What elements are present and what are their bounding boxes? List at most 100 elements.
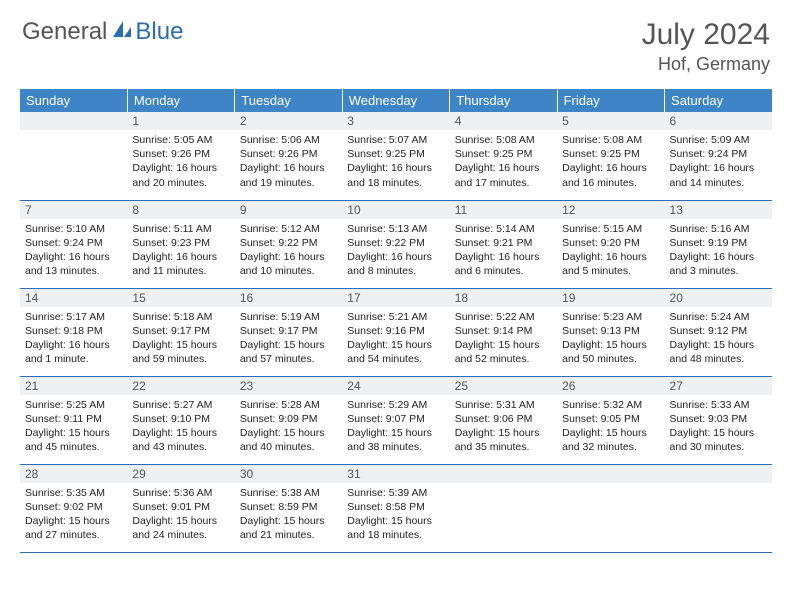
day-number: 6 — [665, 112, 772, 130]
day-details: Sunrise: 5:36 AMSunset: 9:01 PMDaylight:… — [127, 483, 234, 547]
weekday-header: Sunday — [20, 89, 127, 112]
sunset-text: Sunset: 9:22 PM — [240, 236, 337, 250]
calendar-day-cell: 31Sunrise: 5:39 AMSunset: 8:58 PMDayligh… — [342, 464, 449, 552]
day-details: Sunrise: 5:05 AMSunset: 9:26 PMDaylight:… — [127, 130, 234, 194]
weekday-header: Friday — [557, 89, 664, 112]
calendar-day-cell: 14Sunrise: 5:17 AMSunset: 9:18 PMDayligh… — [20, 288, 127, 376]
calendar-day-cell: 16Sunrise: 5:19 AMSunset: 9:17 PMDayligh… — [235, 288, 342, 376]
day-number: 30 — [235, 465, 342, 483]
sunset-text: Sunset: 9:02 PM — [25, 500, 122, 514]
daylight-text-2: and 38 minutes. — [347, 440, 444, 454]
weekday-header: Tuesday — [235, 89, 342, 112]
day-number: 24 — [342, 377, 449, 395]
daylight-text-2: and 30 minutes. — [670, 440, 767, 454]
sunset-text: Sunset: 9:18 PM — [25, 324, 122, 338]
sunrise-text: Sunrise: 5:12 AM — [240, 222, 337, 236]
day-number: 14 — [20, 289, 127, 307]
sunset-text: Sunset: 9:17 PM — [132, 324, 229, 338]
daylight-text-1: Daylight: 15 hours — [455, 338, 552, 352]
daylight-text-1: Daylight: 16 hours — [670, 250, 767, 264]
sunset-text: Sunset: 8:58 PM — [347, 500, 444, 514]
sunset-text: Sunset: 9:11 PM — [25, 412, 122, 426]
daylight-text-1: Daylight: 15 hours — [562, 338, 659, 352]
logo: General Blue — [22, 18, 183, 46]
daylight-text-1: Daylight: 16 hours — [25, 338, 122, 352]
calendar-day-cell: 29Sunrise: 5:36 AMSunset: 9:01 PMDayligh… — [127, 464, 234, 552]
daylight-text-2: and 32 minutes. — [562, 440, 659, 454]
sunrise-text: Sunrise: 5:15 AM — [562, 222, 659, 236]
sunset-text: Sunset: 9:26 PM — [132, 147, 229, 161]
calendar-day-cell: 25Sunrise: 5:31 AMSunset: 9:06 PMDayligh… — [450, 376, 557, 464]
daylight-text-2: and 18 minutes. — [347, 528, 444, 542]
sunset-text: Sunset: 9:05 PM — [562, 412, 659, 426]
day-details: Sunrise: 5:31 AMSunset: 9:06 PMDaylight:… — [450, 395, 557, 459]
logo-sail-icon — [111, 19, 133, 46]
daylight-text-1: Daylight: 15 hours — [347, 514, 444, 528]
weekday-header: Wednesday — [342, 89, 449, 112]
weekday-header: Saturday — [665, 89, 772, 112]
day-details: Sunrise: 5:13 AMSunset: 9:22 PMDaylight:… — [342, 219, 449, 283]
sunrise-text: Sunrise: 5:14 AM — [455, 222, 552, 236]
day-number: 20 — [665, 289, 772, 307]
calendar-day-cell: 3Sunrise: 5:07 AMSunset: 9:25 PMDaylight… — [342, 112, 449, 200]
sunset-text: Sunset: 9:19 PM — [670, 236, 767, 250]
weekday-header: Thursday — [450, 89, 557, 112]
calendar-day-cell: 8Sunrise: 5:11 AMSunset: 9:23 PMDaylight… — [127, 200, 234, 288]
calendar-day-cell: 12Sunrise: 5:15 AMSunset: 9:20 PMDayligh… — [557, 200, 664, 288]
day-number: 9 — [235, 201, 342, 219]
location-label: Hof, Germany — [642, 54, 770, 75]
calendar-body: 1Sunrise: 5:05 AMSunset: 9:26 PMDaylight… — [20, 112, 772, 552]
day-number: 15 — [127, 289, 234, 307]
day-details: Sunrise: 5:17 AMSunset: 9:18 PMDaylight:… — [20, 307, 127, 371]
calendar-week-row: 28Sunrise: 5:35 AMSunset: 9:02 PMDayligh… — [20, 464, 772, 552]
sunrise-text: Sunrise: 5:39 AM — [347, 486, 444, 500]
weekday-header-row: SundayMondayTuesdayWednesdayThursdayFrid… — [20, 89, 772, 112]
calendar-day-cell: 4Sunrise: 5:08 AMSunset: 9:25 PMDaylight… — [450, 112, 557, 200]
daylight-text-1: Daylight: 15 hours — [455, 426, 552, 440]
daylight-text-1: Daylight: 15 hours — [132, 514, 229, 528]
daylight-text-2: and 52 minutes. — [455, 352, 552, 366]
sunrise-text: Sunrise: 5:24 AM — [670, 310, 767, 324]
daylight-text-2: and 14 minutes. — [670, 176, 767, 190]
calendar-day-cell — [20, 112, 127, 200]
logo-text-blue: Blue — [135, 18, 183, 46]
sunset-text: Sunset: 9:01 PM — [132, 500, 229, 514]
day-number: 7 — [20, 201, 127, 219]
daylight-text-2: and 8 minutes. — [347, 264, 444, 278]
calendar-day-cell: 11Sunrise: 5:14 AMSunset: 9:21 PMDayligh… — [450, 200, 557, 288]
day-number: 29 — [127, 465, 234, 483]
daylight-text-2: and 45 minutes. — [25, 440, 122, 454]
day-details: Sunrise: 5:08 AMSunset: 9:25 PMDaylight:… — [557, 130, 664, 194]
day-details: Sunrise: 5:35 AMSunset: 9:02 PMDaylight:… — [20, 483, 127, 547]
day-number: 4 — [450, 112, 557, 130]
daylight-text-2: and 17 minutes. — [455, 176, 552, 190]
calendar-day-cell: 26Sunrise: 5:32 AMSunset: 9:05 PMDayligh… — [557, 376, 664, 464]
sunrise-text: Sunrise: 5:35 AM — [25, 486, 122, 500]
sunrise-text: Sunrise: 5:17 AM — [25, 310, 122, 324]
calendar-day-cell: 18Sunrise: 5:22 AMSunset: 9:14 PMDayligh… — [450, 288, 557, 376]
day-details: Sunrise: 5:10 AMSunset: 9:24 PMDaylight:… — [20, 219, 127, 283]
day-details: Sunrise: 5:09 AMSunset: 9:24 PMDaylight:… — [665, 130, 772, 194]
sunset-text: Sunset: 9:10 PM — [132, 412, 229, 426]
sunrise-text: Sunrise: 5:36 AM — [132, 486, 229, 500]
daylight-text-2: and 20 minutes. — [132, 176, 229, 190]
daylight-text-2: and 10 minutes. — [240, 264, 337, 278]
day-details: Sunrise: 5:21 AMSunset: 9:16 PMDaylight:… — [342, 307, 449, 371]
daylight-text-1: Daylight: 15 hours — [240, 426, 337, 440]
daylight-text-2: and 6 minutes. — [455, 264, 552, 278]
day-details: Sunrise: 5:24 AMSunset: 9:12 PMDaylight:… — [665, 307, 772, 371]
daylight-text-2: and 35 minutes. — [455, 440, 552, 454]
sunrise-text: Sunrise: 5:25 AM — [25, 398, 122, 412]
daylight-text-1: Daylight: 16 hours — [455, 250, 552, 264]
day-details: Sunrise: 5:18 AMSunset: 9:17 PMDaylight:… — [127, 307, 234, 371]
daylight-text-1: Daylight: 15 hours — [132, 338, 229, 352]
calendar-day-cell: 9Sunrise: 5:12 AMSunset: 9:22 PMDaylight… — [235, 200, 342, 288]
day-number: 22 — [127, 377, 234, 395]
sunrise-text: Sunrise: 5:23 AM — [562, 310, 659, 324]
day-number — [665, 465, 772, 483]
day-details: Sunrise: 5:38 AMSunset: 8:59 PMDaylight:… — [235, 483, 342, 547]
day-number: 16 — [235, 289, 342, 307]
daylight-text-2: and 5 minutes. — [562, 264, 659, 278]
day-details: Sunrise: 5:14 AMSunset: 9:21 PMDaylight:… — [450, 219, 557, 283]
daylight-text-2: and 11 minutes. — [132, 264, 229, 278]
